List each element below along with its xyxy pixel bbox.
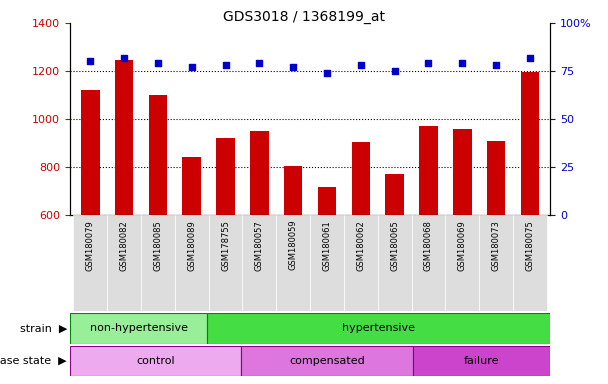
Text: GSM180085: GSM180085 (153, 220, 162, 271)
Bar (453, 129, 472, 359)
Bar (207, 313, 550, 344)
Point (153, 60, 163, 66)
Bar (284, 166, 302, 359)
Text: non-hypertensive: non-hypertensive (89, 323, 187, 333)
Bar (243, 215, 276, 311)
Bar (310, 215, 344, 311)
Text: GSM180073: GSM180073 (492, 220, 500, 271)
Bar (174, 215, 209, 311)
Bar (241, 346, 413, 376)
Bar (107, 215, 141, 311)
Bar (487, 141, 505, 359)
Text: GSM180089: GSM180089 (187, 220, 196, 271)
Point (255, 60, 264, 66)
Point (525, 55, 535, 61)
Bar (419, 126, 438, 359)
Bar (141, 215, 174, 311)
Text: GSM180061: GSM180061 (322, 220, 331, 271)
Text: compensated: compensated (289, 356, 365, 366)
Bar (209, 215, 243, 311)
Bar (318, 187, 336, 359)
Bar (74, 215, 107, 311)
Bar (276, 215, 310, 311)
Bar (148, 95, 167, 359)
Text: strain  ▶: strain ▶ (19, 323, 67, 333)
Text: GSM180075: GSM180075 (525, 220, 534, 271)
Text: GSM180057: GSM180057 (255, 220, 264, 271)
Bar (70, 346, 241, 376)
Point (288, 64, 298, 70)
Bar (81, 90, 100, 359)
Point (457, 60, 467, 66)
Text: GSM180068: GSM180068 (424, 220, 433, 271)
Text: failure: failure (464, 356, 499, 366)
Bar (513, 215, 547, 311)
Text: GDS3018 / 1368199_at: GDS3018 / 1368199_at (223, 10, 385, 23)
Bar (344, 215, 378, 311)
Point (187, 64, 196, 70)
Text: GSM180082: GSM180082 (120, 220, 128, 271)
Bar (385, 174, 404, 359)
Text: hypertensive: hypertensive (342, 323, 415, 333)
Bar (351, 142, 370, 359)
Text: disease state  ▶: disease state ▶ (0, 356, 67, 366)
Bar (413, 346, 550, 376)
Text: GSM180069: GSM180069 (458, 220, 467, 271)
Bar (446, 215, 479, 311)
Bar (479, 215, 513, 311)
Point (491, 62, 501, 68)
Bar (115, 60, 133, 359)
Text: GSM180065: GSM180065 (390, 220, 399, 271)
Text: GSM180059: GSM180059 (289, 220, 298, 270)
Point (221, 62, 230, 68)
Point (85, 58, 95, 65)
Bar (412, 215, 446, 311)
Bar (250, 131, 269, 359)
Bar (70, 313, 207, 344)
Point (424, 60, 434, 66)
Bar (378, 215, 412, 311)
Point (356, 62, 365, 68)
Bar (182, 157, 201, 359)
Point (322, 70, 332, 76)
Bar (216, 138, 235, 359)
Bar (520, 72, 539, 359)
Point (119, 55, 129, 61)
Text: GSM178755: GSM178755 (221, 220, 230, 271)
Text: GSM180062: GSM180062 (356, 220, 365, 271)
Text: GSM180079: GSM180079 (86, 220, 95, 271)
Point (390, 68, 399, 74)
Text: control: control (136, 356, 175, 366)
